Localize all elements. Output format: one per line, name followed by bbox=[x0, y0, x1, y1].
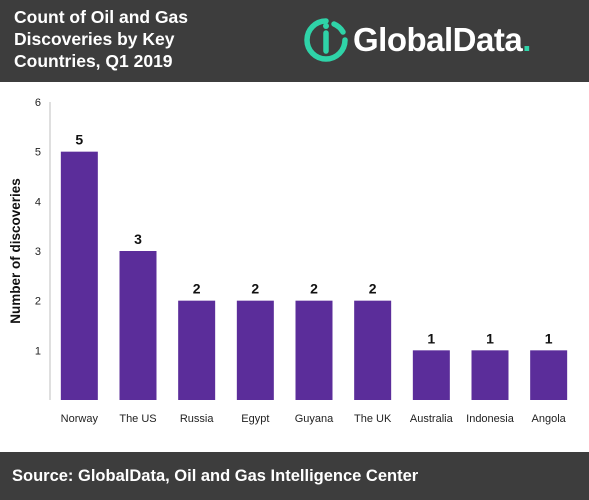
x-tick-label: Indonesia bbox=[466, 413, 515, 425]
data-labels: 5 3 2 2 2 2 1 1 1 bbox=[75, 132, 552, 347]
globaldata-logo: GlobalData. bbox=[303, 13, 583, 69]
title-line-1: Count of Oil and Gas bbox=[14, 7, 189, 27]
data-label: 3 bbox=[134, 231, 142, 247]
data-label: 5 bbox=[75, 132, 83, 148]
bar-indonesia bbox=[471, 350, 509, 400]
x-tick-label: The UK bbox=[354, 413, 392, 425]
bar-the-us bbox=[119, 251, 157, 400]
bar-australia bbox=[412, 350, 450, 400]
data-label: 1 bbox=[486, 330, 494, 346]
data-label: 2 bbox=[369, 281, 377, 297]
chart-area: Number of discoveries 1 2 3 4 5 6 5 3 2 2 2 2 1 1 1 N… bbox=[0, 82, 589, 452]
bars bbox=[60, 151, 568, 400]
data-label: 1 bbox=[545, 330, 553, 346]
x-tick-label: Norway bbox=[61, 413, 99, 425]
x-tick-label: Egypt bbox=[241, 413, 269, 425]
globaldata-logo-icon bbox=[304, 18, 348, 62]
x-tick-label: Russia bbox=[180, 413, 215, 425]
chart-title: Count of Oil and Gas Discoveries by Key … bbox=[14, 6, 254, 72]
y-axis: 1 2 3 4 5 6 bbox=[35, 97, 51, 400]
y-tick-label: 1 bbox=[35, 345, 41, 357]
data-label: 2 bbox=[310, 281, 318, 297]
x-tick-label: Guyana bbox=[295, 413, 334, 425]
x-axis: Norway The US Russia Egypt Guyana The UK Austr… bbox=[61, 413, 567, 425]
data-label: 2 bbox=[193, 281, 201, 297]
logo-wordmark: GlobalData. bbox=[353, 20, 531, 60]
header-band: Count of Oil and Gas Discoveries by Key … bbox=[0, 0, 589, 82]
data-label: 1 bbox=[427, 330, 435, 346]
logo-dot: . bbox=[522, 21, 531, 58]
footer-band: Source: GlobalData, Oil and Gas Intellig… bbox=[0, 452, 589, 500]
bar-norway bbox=[60, 151, 98, 400]
x-tick-label: The US bbox=[119, 413, 156, 425]
x-tick-label: Australia bbox=[410, 413, 454, 425]
bar-guyana bbox=[295, 300, 333, 400]
bar-the-uk bbox=[354, 300, 392, 400]
y-axis-title: Number of discoveries bbox=[8, 178, 23, 324]
y-tick-label: 4 bbox=[35, 196, 41, 208]
bar-angola bbox=[530, 350, 568, 400]
y-axis-label: Number of discoveries bbox=[8, 178, 23, 324]
bar-russia bbox=[178, 300, 216, 400]
bar-chart: Number of discoveries 1 2 3 4 5 6 5 3 2 2 2 2 1 1 1 N… bbox=[8, 97, 568, 425]
source-note: Source: GlobalData, Oil and Gas Intellig… bbox=[12, 467, 419, 485]
x-tick-label: Angola bbox=[532, 413, 567, 425]
y-tick-label: 6 bbox=[35, 97, 41, 109]
logo-text: GlobalData bbox=[353, 21, 523, 58]
title-line-3: Countries, Q1 2019 bbox=[14, 51, 173, 71]
bar-egypt bbox=[236, 300, 274, 400]
y-tick-label: 3 bbox=[35, 246, 41, 258]
title-line-2: Discoveries by Key bbox=[14, 29, 175, 49]
y-tick-label: 2 bbox=[35, 296, 41, 308]
y-tick-label: 5 bbox=[35, 147, 41, 159]
data-label: 2 bbox=[251, 281, 259, 297]
